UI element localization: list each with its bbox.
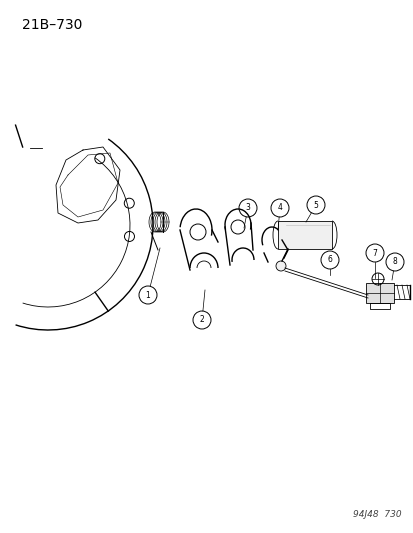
Text: 7: 7 [372,248,377,257]
Text: 6: 6 [327,255,332,264]
Text: 21B–730: 21B–730 [22,18,82,32]
Text: 5: 5 [313,200,318,209]
Text: 1: 1 [145,290,150,300]
Text: 3: 3 [245,204,250,213]
Text: 94J48  730: 94J48 730 [353,510,401,519]
Text: 2: 2 [199,316,204,325]
Circle shape [275,261,285,271]
Text: 8: 8 [392,257,396,266]
Text: 4: 4 [277,204,282,213]
Bar [365,283,393,303]
Bar [277,221,331,249]
